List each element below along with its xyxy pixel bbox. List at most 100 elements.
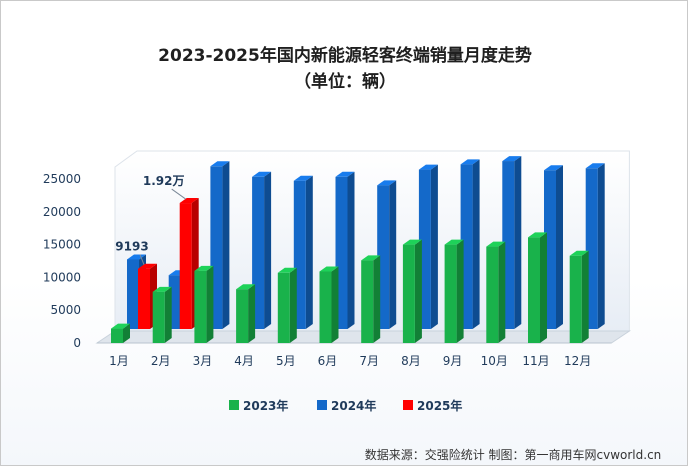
bar-2023年-10月 [486, 241, 506, 343]
bar-side [430, 164, 438, 329]
bar-side [389, 180, 397, 329]
bar-side [305, 175, 313, 329]
bar-side [206, 265, 214, 343]
bar-top [502, 156, 522, 162]
chart-title: 2023-2025年国内新能源轻客终端销量月度走势 [158, 45, 532, 66]
bar-2023年-3月 [194, 265, 214, 343]
bar-face [138, 268, 150, 329]
bar-top [252, 171, 272, 177]
x-tick-label: 7月 [359, 354, 379, 368]
bar-top [402, 239, 422, 245]
bar-face [319, 271, 332, 343]
x-tick-label: 3月 [193, 354, 213, 368]
bar-side [498, 241, 506, 343]
bar-2023年-2月 [152, 286, 172, 343]
bar-face [194, 270, 207, 343]
legend-label: 2024年 [331, 398, 376, 413]
y-tick-label: 5000 [50, 303, 81, 317]
bar-side [597, 163, 605, 329]
x-tick-label: 1月 [109, 354, 129, 368]
callout-leader [171, 188, 186, 200]
bar-face [486, 246, 499, 343]
bar-top [377, 180, 397, 186]
x-tick-label: 12月 [564, 354, 591, 368]
bar-side [347, 171, 355, 329]
bar-face [528, 237, 540, 343]
bar-top [460, 159, 480, 165]
source-note: 数据来源：交强险统计 制图：第一商用车网cvworld.cn [365, 447, 662, 462]
bar-top [585, 163, 605, 169]
callout-leader [139, 254, 145, 265]
callout-label: 1.92万 [143, 174, 185, 188]
bar-top [194, 265, 214, 271]
y-axis-ticks: 0 5000 10000 15000 20000 25000 [43, 172, 81, 350]
bar-side [222, 161, 230, 329]
bar-2023年-6月 [319, 266, 339, 343]
bar-2023年-7月 [361, 255, 381, 343]
bar-side [164, 286, 172, 343]
callout-label: 9193 [115, 240, 148, 254]
bar-side [456, 239, 464, 343]
bar-top [293, 175, 313, 181]
x-tick-label: 8月 [401, 354, 421, 368]
x-tick-label: 10月 [481, 354, 508, 368]
bar-top [544, 165, 563, 171]
bar-side [264, 171, 272, 329]
legend-label: 2023年 [243, 398, 288, 413]
bar-top [138, 263, 157, 269]
bar-face [569, 255, 582, 343]
bar-face [361, 260, 374, 343]
legend-swatch [317, 400, 327, 410]
bar-side [556, 165, 563, 329]
bar-top [361, 255, 381, 261]
value-callouts: 9193 1.92万 [115, 174, 186, 265]
bar-top [486, 241, 506, 247]
x-tick-label: 11月 [522, 354, 549, 368]
bar-top [236, 284, 256, 290]
y-tick-label: 25000 [43, 172, 81, 186]
bar-side [540, 232, 547, 343]
bar-face [152, 291, 165, 343]
bar-top [111, 323, 130, 329]
bar-face [236, 289, 249, 343]
bar-face [179, 203, 192, 329]
bar-2023年-9月 [444, 239, 464, 343]
x-tick-label: 2月 [151, 354, 171, 368]
chart-subtitle: （单位：辆） [294, 71, 396, 92]
bar-top [418, 164, 438, 170]
bar-side [472, 159, 480, 329]
bar-top [528, 232, 547, 238]
bar-top [277, 267, 297, 273]
bar-2023年-4月 [236, 284, 256, 343]
legend: 2023年 2024年 2025年 [229, 398, 462, 413]
bar-face [127, 259, 139, 329]
y-tick-label: 20000 [43, 205, 81, 219]
x-tick-label: 6月 [318, 354, 338, 368]
bar-top [319, 266, 339, 272]
bar-side [123, 323, 130, 343]
legend-swatch [403, 400, 413, 410]
legend-label: 2025年 [417, 398, 462, 413]
bar-face [277, 272, 290, 343]
y-tick-label: 0 [73, 336, 81, 350]
bar-2023年-12月 [569, 250, 589, 343]
bar-2023年-5月 [277, 267, 297, 343]
x-tick-label: 5月 [276, 354, 296, 368]
bar-side [289, 267, 297, 343]
x-axis-labels: 1月 2月 3月 4月 5月 6月 7月 8月 9月 10月 11月 12月 [109, 354, 591, 368]
bar-top [127, 254, 146, 260]
bar-top [569, 250, 589, 256]
bar-top [210, 161, 230, 167]
legend-swatch [229, 400, 239, 410]
bar-top [152, 286, 172, 292]
bar-face [444, 244, 457, 343]
bar-2023年-11月 [528, 232, 547, 343]
bar-group [111, 156, 605, 343]
bar-side [331, 266, 339, 343]
bar-top [179, 198, 199, 204]
bar-2023年-1月 [111, 323, 130, 343]
bar-face [111, 328, 123, 343]
x-tick-label: 9月 [443, 354, 463, 368]
